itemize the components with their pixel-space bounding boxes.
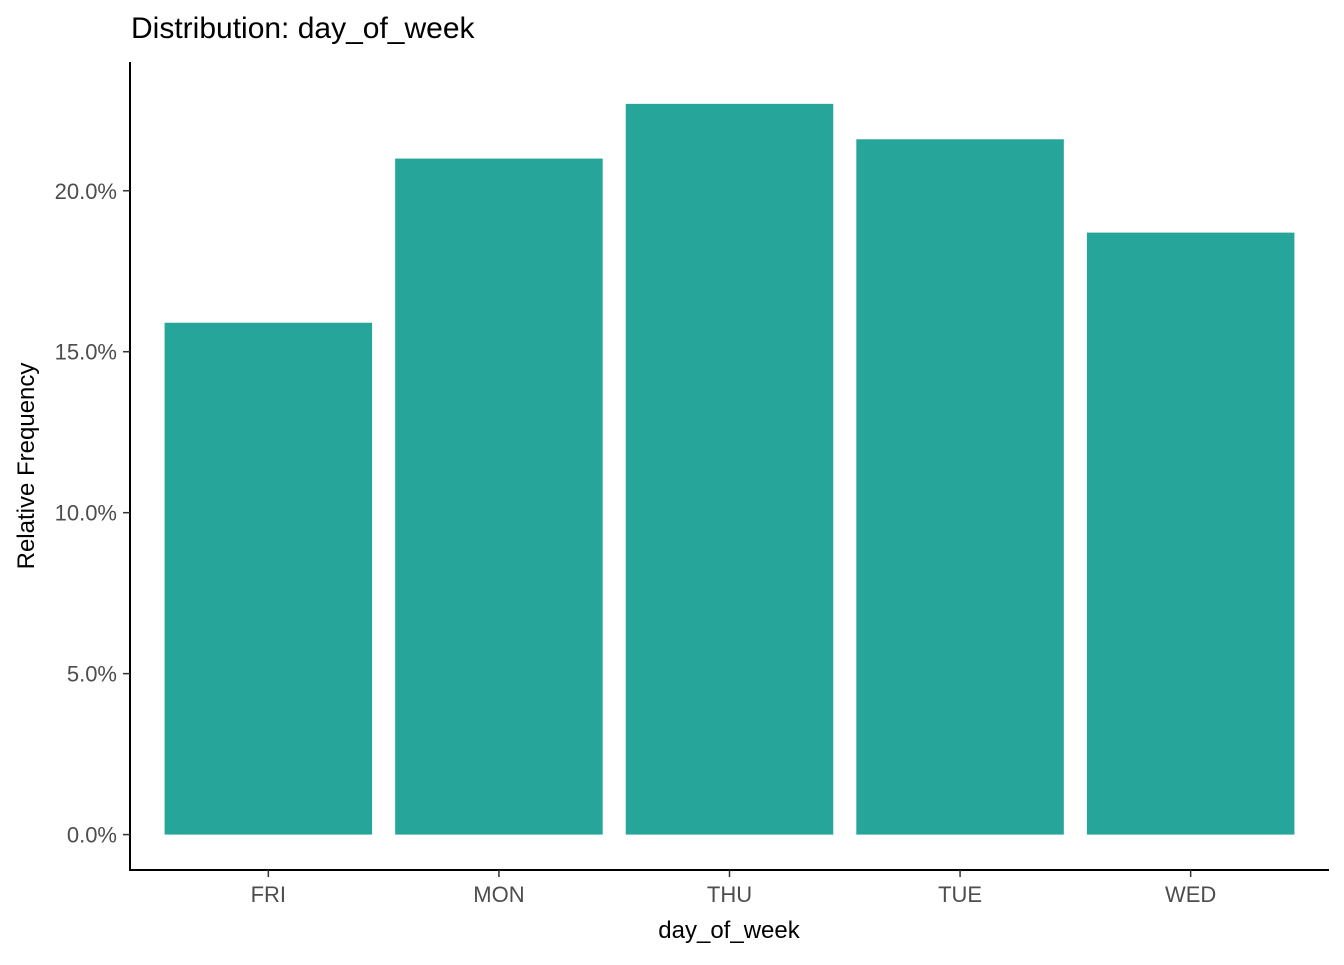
y-tick-label: 5.0% [67, 662, 117, 687]
y-axis-title: Relative Frequency [13, 363, 40, 570]
chart-title: Distribution: day_of_week [131, 12, 476, 45]
x-tick-label-tue: TUE [938, 882, 982, 907]
x-tick-label-thu: THU [707, 882, 752, 907]
y-axis: 0.0% 5.0% 10.0% 15.0% 20.0% [55, 62, 131, 871]
y-tick-label: 15.0% [55, 340, 117, 365]
x-tick-label-fri: FRI [251, 882, 286, 907]
bar-tue [856, 139, 1064, 835]
bar-mon [395, 158, 603, 835]
y-tick-label: 20.0% [55, 179, 117, 204]
x-tick-label-mon: MON [473, 882, 524, 907]
x-axis-title: day_of_week [658, 917, 800, 944]
x-tick-label-wed: WED [1165, 882, 1216, 907]
x-axis: FRI MON THU TUE WED [129, 869, 1329, 907]
y-tick-label: 0.0% [67, 823, 117, 848]
bar-fri [164, 322, 373, 835]
bars-layer [164, 103, 1295, 835]
bar-wed [1086, 232, 1295, 835]
bar-thu [625, 103, 834, 835]
y-tick-label: 10.0% [55, 501, 117, 526]
